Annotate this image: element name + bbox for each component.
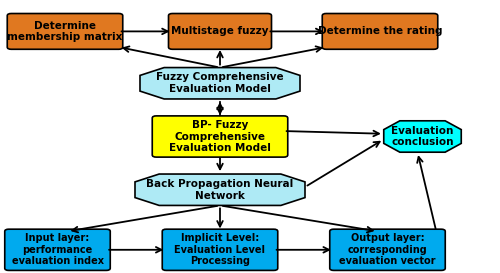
FancyBboxPatch shape — [168, 14, 272, 49]
Text: Implicit Level:
Evaluation Level
Processing: Implicit Level: Evaluation Level Process… — [174, 233, 266, 266]
Text: Evaluation
conclusion: Evaluation conclusion — [391, 126, 454, 147]
Text: Fuzzy Comprehensive
Evaluation Model: Fuzzy Comprehensive Evaluation Model — [156, 72, 284, 94]
FancyBboxPatch shape — [330, 229, 446, 270]
Text: Output layer:
corresponding
evaluation vector: Output layer: corresponding evaluation v… — [339, 233, 436, 266]
Text: Multistage fuzzy: Multistage fuzzy — [171, 26, 269, 36]
Polygon shape — [384, 121, 461, 152]
FancyBboxPatch shape — [8, 14, 123, 49]
Text: Back Propagation Neural
Network: Back Propagation Neural Network — [146, 179, 294, 201]
Text: Determine
membership matrix: Determine membership matrix — [8, 20, 122, 42]
FancyBboxPatch shape — [152, 116, 288, 157]
FancyBboxPatch shape — [162, 229, 278, 270]
Text: BP- Fuzzy
Comprehensive
Evaluation Model: BP- Fuzzy Comprehensive Evaluation Model — [169, 120, 271, 153]
Polygon shape — [135, 174, 305, 206]
FancyBboxPatch shape — [322, 14, 438, 49]
FancyBboxPatch shape — [5, 229, 110, 270]
Polygon shape — [140, 68, 300, 99]
Text: Determine the rating: Determine the rating — [318, 26, 442, 36]
Text: Input layer:
performance
evaluation index: Input layer: performance evaluation inde… — [12, 233, 104, 266]
